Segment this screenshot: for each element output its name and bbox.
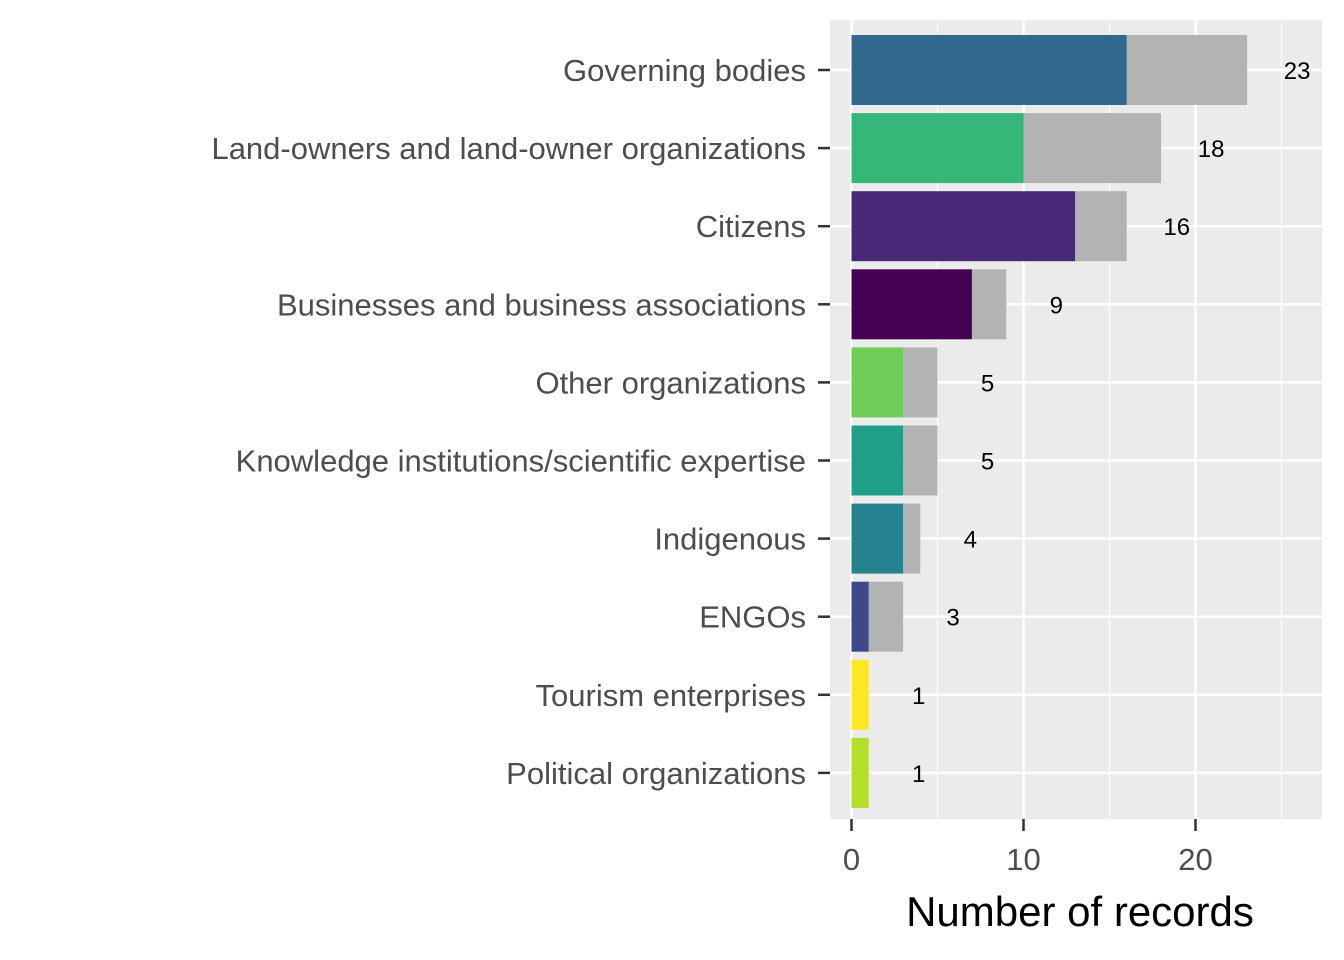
bars: [851, 35, 1248, 808]
bar-total-label: 5: [981, 370, 994, 397]
category-label: Political organizations: [506, 756, 806, 791]
bar: [851, 659, 869, 730]
category-label: Tourism enterprises: [536, 678, 806, 713]
x-axis-ticks: 0 10 20: [843, 819, 1213, 877]
bar-remainder: [1023, 113, 1162, 184]
bar-total-label: 1: [912, 761, 925, 788]
category-label: Knowledge institutions/scientific expert…: [236, 444, 806, 479]
bar: [851, 581, 869, 652]
category-label: ENGOs: [699, 600, 806, 635]
bar: [851, 737, 869, 808]
bar: [851, 269, 972, 340]
bar-total-label: 23: [1284, 58, 1311, 85]
x-tick-label: 10: [1006, 842, 1040, 877]
bar-total-label: 16: [1163, 214, 1190, 241]
bar-total-label: 5: [981, 449, 994, 476]
category-label: Land-owners and land-owner organizations: [211, 131, 806, 166]
x-tick-label: 0: [843, 842, 860, 877]
bar-remainder: [971, 269, 1007, 340]
bar-remainder: [903, 503, 921, 574]
bar-total-label: 9: [1050, 292, 1063, 319]
category-labels: Governing bodies Land-owners and land-own…: [211, 53, 830, 791]
bar-remainder: [903, 347, 938, 418]
x-tick-label: 20: [1178, 842, 1212, 877]
category-label: Citizens: [696, 209, 806, 244]
category-label: Businesses and business associations: [277, 287, 806, 322]
category-label: Governing bodies: [563, 53, 806, 88]
bar: [851, 347, 904, 418]
category-label: Indigenous: [654, 522, 806, 557]
bar: [851, 503, 904, 574]
bar-remainder: [1075, 191, 1127, 262]
bar-total-label: 4: [964, 527, 977, 554]
bar: [851, 191, 1076, 262]
bar-remainder: [868, 581, 904, 652]
bar-total-label: 1: [912, 683, 925, 710]
bar-remainder: [903, 425, 938, 496]
data-labels: 23 18 16 9 5 5 4 3 1 1: [912, 58, 1310, 788]
bar-total-label: 18: [1198, 136, 1225, 163]
bar: [851, 35, 1127, 105]
category-label: Other organizations: [535, 365, 806, 400]
bar-remainder: [1126, 35, 1248, 105]
bar-total-label: 3: [946, 605, 959, 632]
bar: [851, 113, 1024, 184]
bar: [851, 425, 904, 496]
x-axis-title: Number of records: [906, 888, 1254, 935]
